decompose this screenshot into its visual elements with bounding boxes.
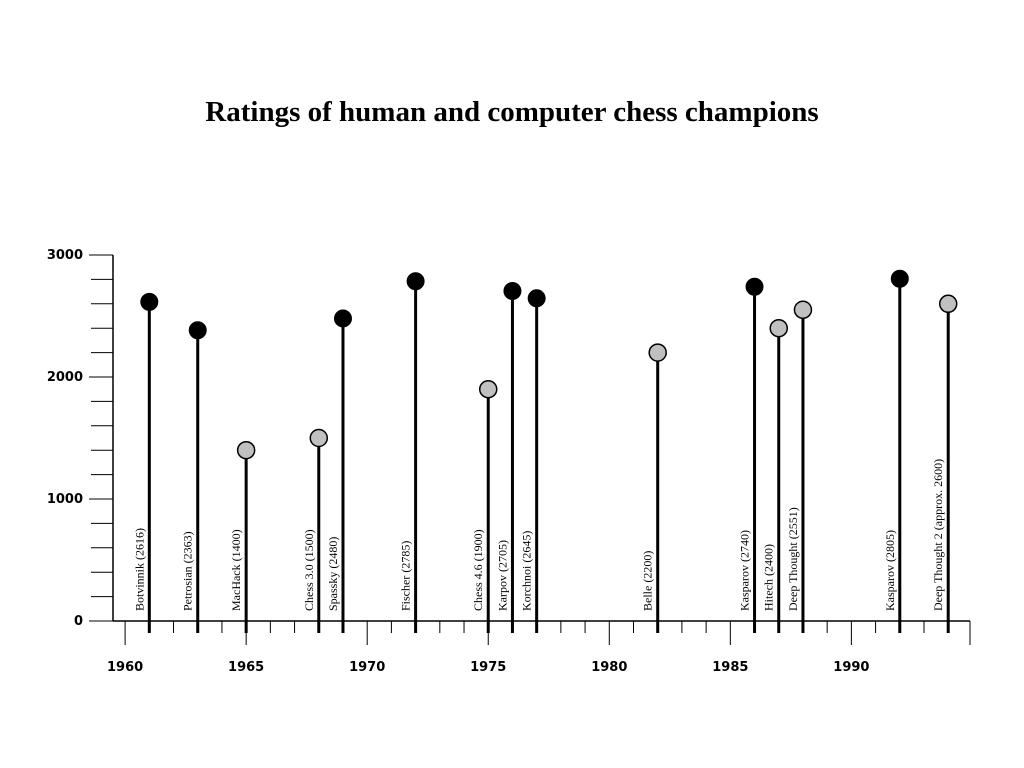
point-label: Karpov (2705) (495, 540, 509, 611)
human-champion-point (140, 292, 159, 311)
human-champion-point (333, 309, 352, 328)
point-label: Petrosian (2363) (181, 531, 195, 611)
computer-champion-point (769, 318, 788, 338)
human-champion-point (406, 272, 425, 291)
x-tick-label: 1975 (470, 660, 506, 675)
computer-champion-point (938, 294, 958, 314)
human-champion-point (890, 269, 909, 288)
human-champion-point (503, 281, 522, 300)
point-label: Chess 4.6 (1900) (471, 529, 485, 611)
point-label: Spassky (2480) (326, 537, 340, 611)
human-champion-point (745, 277, 764, 296)
point-label: MacHack (1400) (229, 529, 243, 611)
human-champion-point (188, 321, 207, 340)
point-label: Chess 3.0 (1500) (302, 529, 316, 611)
point-label: Hitech (2400) (762, 544, 776, 611)
point-label: Belle (2200) (641, 551, 655, 611)
x-tick-label: 1965 (228, 660, 264, 675)
chart-title: Ratings of human and computer chess cham… (205, 96, 819, 128)
computer-champion-point (236, 440, 256, 460)
point-label: Kasparov (2805) (883, 530, 897, 611)
point-label: Korchnoi (2645) (520, 531, 534, 611)
y-tick-label: 3000 (47, 248, 83, 263)
x-tick-label: 1960 (107, 660, 143, 675)
x-tick-label: 1985 (712, 660, 748, 675)
y-tick-label: 0 (74, 614, 83, 629)
point-label: Deep Thought 2 (approx. 2600) (931, 459, 945, 611)
x-tick-label: 1990 (833, 660, 869, 675)
y-tick-label: 1000 (47, 492, 83, 507)
computer-champion-point (648, 343, 667, 362)
computer-champion-point (793, 300, 813, 320)
human-champion-point (527, 289, 546, 308)
point-label: Deep Thought (2551) (786, 507, 800, 611)
point-label: Kasparov (2740) (738, 530, 752, 611)
point-label: Fischer (2785) (399, 541, 413, 611)
y-tick-label: 2000 (47, 370, 83, 385)
point-label: Botvinnik (2616) (132, 528, 146, 611)
computer-champion-point (478, 379, 498, 399)
computer-champion-point (309, 428, 329, 448)
x-tick-label: 1970 (349, 660, 385, 675)
x-tick-label: 1980 (591, 660, 627, 675)
